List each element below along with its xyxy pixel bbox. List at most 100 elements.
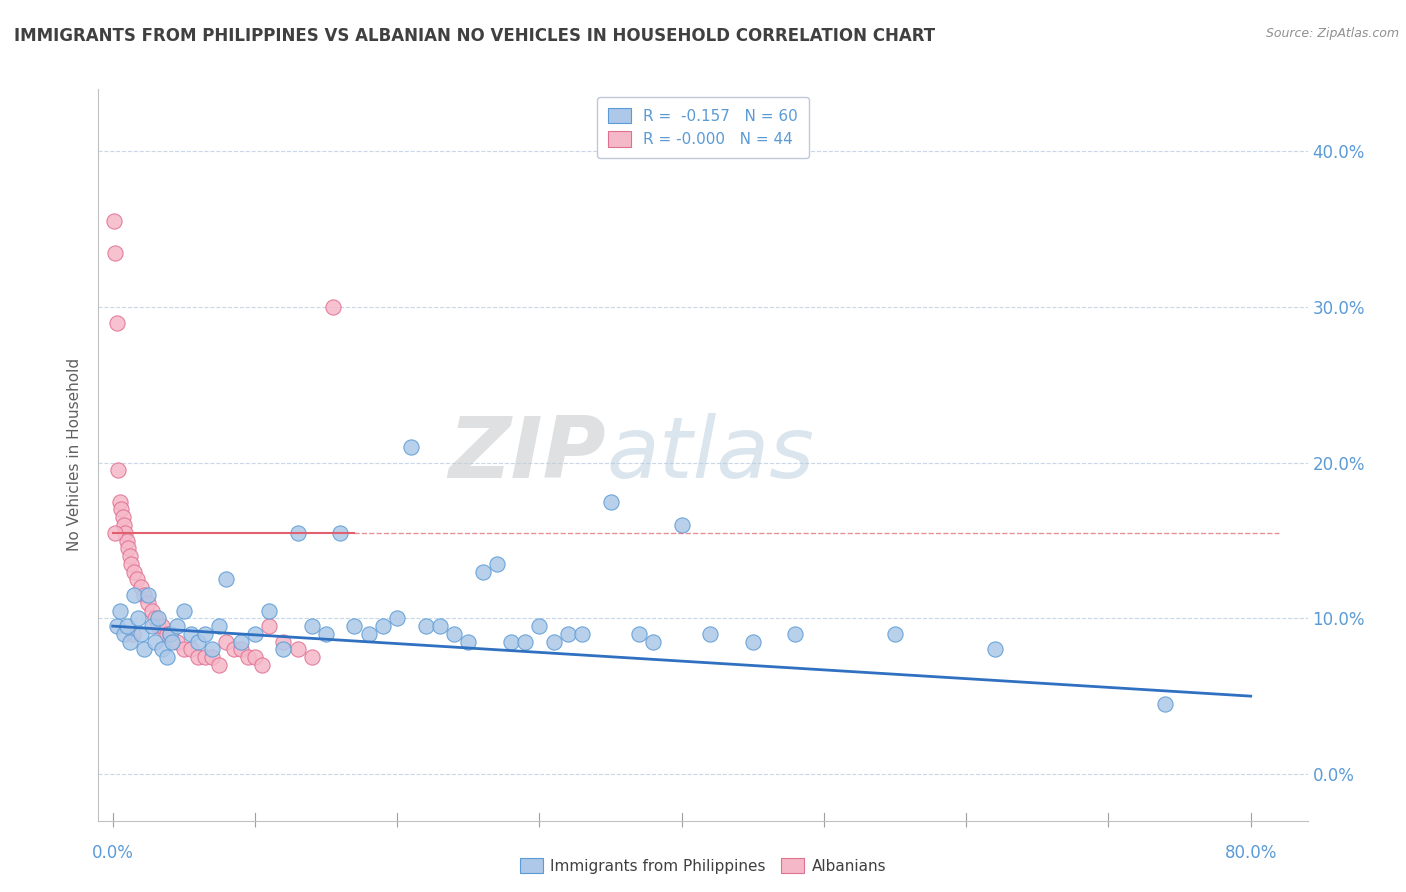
Point: [117, 541, 139, 556]
Point: [443, 627, 465, 641]
Point: [141, 619, 163, 633]
Point: [287, 525, 309, 540]
Point: [208, 619, 231, 633]
Point: [156, 627, 179, 641]
Point: [515, 634, 537, 648]
Point: [257, 619, 280, 633]
Point: [120, 557, 142, 571]
Point: [357, 627, 380, 641]
Point: [884, 627, 907, 641]
Point: [329, 525, 352, 540]
Point: [194, 650, 217, 665]
Point: [529, 619, 551, 633]
Point: [104, 245, 127, 260]
Point: [104, 525, 127, 540]
Point: [136, 588, 159, 602]
Point: [1154, 697, 1177, 711]
Point: [115, 533, 138, 548]
Point: [146, 611, 169, 625]
Point: [471, 565, 494, 579]
Point: [122, 588, 145, 602]
Point: [208, 658, 231, 673]
Point: [201, 642, 224, 657]
Point: [273, 642, 295, 657]
Point: [112, 518, 135, 533]
Point: [152, 642, 174, 657]
Point: [215, 573, 238, 587]
Point: [166, 619, 188, 633]
Text: IMMIGRANTS FROM PHILIPPINES VS ALBANIAN NO VEHICLES IN HOUSEHOLD CORRELATION CHA: IMMIGRANTS FROM PHILIPPINES VS ALBANIAN …: [14, 27, 935, 45]
Point: [143, 611, 166, 625]
Point: [108, 494, 131, 508]
Point: [415, 619, 437, 633]
Text: atlas: atlas: [606, 413, 814, 497]
Point: [111, 510, 134, 524]
Point: [114, 525, 136, 540]
Point: [159, 627, 181, 641]
Point: [401, 440, 423, 454]
Point: [156, 650, 179, 665]
Point: [215, 634, 238, 648]
Text: 0.0%: 0.0%: [91, 844, 134, 862]
Text: 80.0%: 80.0%: [1225, 844, 1277, 862]
Point: [108, 603, 131, 617]
Point: [105, 316, 128, 330]
Point: [159, 627, 181, 641]
Point: [457, 634, 479, 648]
Point: [103, 214, 125, 228]
Point: [173, 603, 195, 617]
Point: [121, 627, 143, 641]
Point: [118, 634, 141, 648]
Point: [557, 627, 579, 641]
Point: [643, 634, 665, 648]
Legend: R =  -0.157   N = 60, R = -0.000   N = 44: R = -0.157 N = 60, R = -0.000 N = 44: [598, 97, 808, 158]
Point: [273, 634, 295, 648]
Point: [343, 619, 366, 633]
Point: [301, 650, 323, 665]
Point: [105, 619, 128, 633]
Point: [243, 627, 266, 641]
Point: [315, 627, 337, 641]
Text: ZIP: ZIP: [449, 413, 606, 497]
Point: [543, 634, 565, 648]
Point: [180, 642, 202, 657]
Point: [122, 565, 145, 579]
Point: [571, 627, 593, 641]
Point: [132, 588, 155, 602]
Point: [107, 463, 129, 477]
Point: [141, 603, 163, 617]
Point: [180, 627, 202, 641]
Point: [499, 634, 522, 648]
Point: [671, 518, 693, 533]
Point: [385, 611, 408, 625]
Point: [143, 634, 166, 648]
Point: [136, 596, 159, 610]
Point: [371, 619, 394, 633]
Point: [166, 634, 188, 648]
Point: [152, 619, 174, 633]
Point: [322, 300, 344, 314]
Point: [125, 573, 148, 587]
Y-axis label: No Vehicles in Household: No Vehicles in Household: [67, 359, 83, 551]
Point: [187, 634, 209, 648]
Point: [222, 642, 245, 657]
Point: [129, 627, 152, 641]
Point: [741, 634, 763, 648]
Point: [187, 650, 209, 665]
Point: [115, 619, 138, 633]
Point: [236, 650, 259, 665]
Point: [243, 650, 266, 665]
Point: [627, 627, 650, 641]
Text: Source: ZipAtlas.com: Source: ZipAtlas.com: [1265, 27, 1399, 40]
Point: [485, 557, 508, 571]
Point: [132, 642, 155, 657]
Point: [287, 642, 309, 657]
Point: [599, 494, 621, 508]
Legend: Immigrants from Philippines, Albanians: Immigrants from Philippines, Albanians: [513, 852, 893, 880]
Point: [146, 619, 169, 633]
Point: [699, 627, 721, 641]
Point: [129, 580, 152, 594]
Point: [127, 611, 149, 625]
Point: [429, 619, 451, 633]
Point: [110, 502, 132, 516]
